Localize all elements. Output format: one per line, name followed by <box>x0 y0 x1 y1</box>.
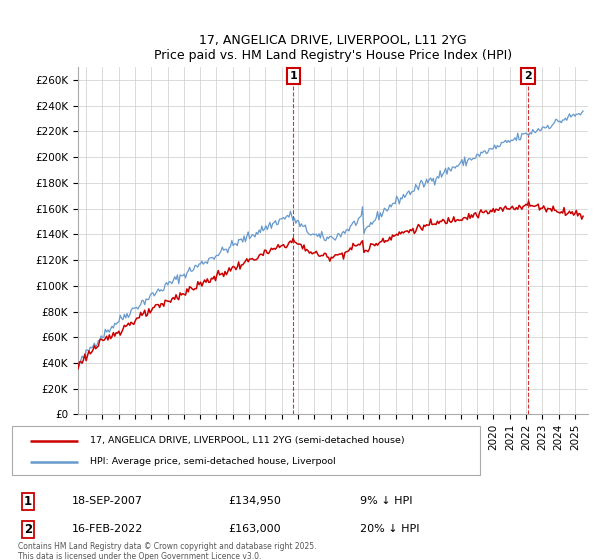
Text: 20% ↓ HPI: 20% ↓ HPI <box>360 524 419 534</box>
Text: Contains HM Land Registry data © Crown copyright and database right 2025.
This d: Contains HM Land Registry data © Crown c… <box>18 542 317 560</box>
Title: 17, ANGELICA DRIVE, LIVERPOOL, L11 2YG
Price paid vs. HM Land Registry's House P: 17, ANGELICA DRIVE, LIVERPOOL, L11 2YG P… <box>154 34 512 62</box>
Text: £163,000: £163,000 <box>228 524 281 534</box>
Text: 18-SEP-2007: 18-SEP-2007 <box>72 496 143 506</box>
Text: 1: 1 <box>24 494 32 508</box>
Text: 9% ↓ HPI: 9% ↓ HPI <box>360 496 413 506</box>
Text: 16-FEB-2022: 16-FEB-2022 <box>72 524 143 534</box>
Text: 17, ANGELICA DRIVE, LIVERPOOL, L11 2YG (semi-detached house): 17, ANGELICA DRIVE, LIVERPOOL, L11 2YG (… <box>90 436 404 446</box>
Text: £134,950: £134,950 <box>228 496 281 506</box>
Text: 2: 2 <box>24 522 32 536</box>
Text: 2: 2 <box>524 71 532 81</box>
Text: 1: 1 <box>290 71 297 81</box>
FancyBboxPatch shape <box>12 426 480 475</box>
Text: HPI: Average price, semi-detached house, Liverpool: HPI: Average price, semi-detached house,… <box>90 458 335 466</box>
